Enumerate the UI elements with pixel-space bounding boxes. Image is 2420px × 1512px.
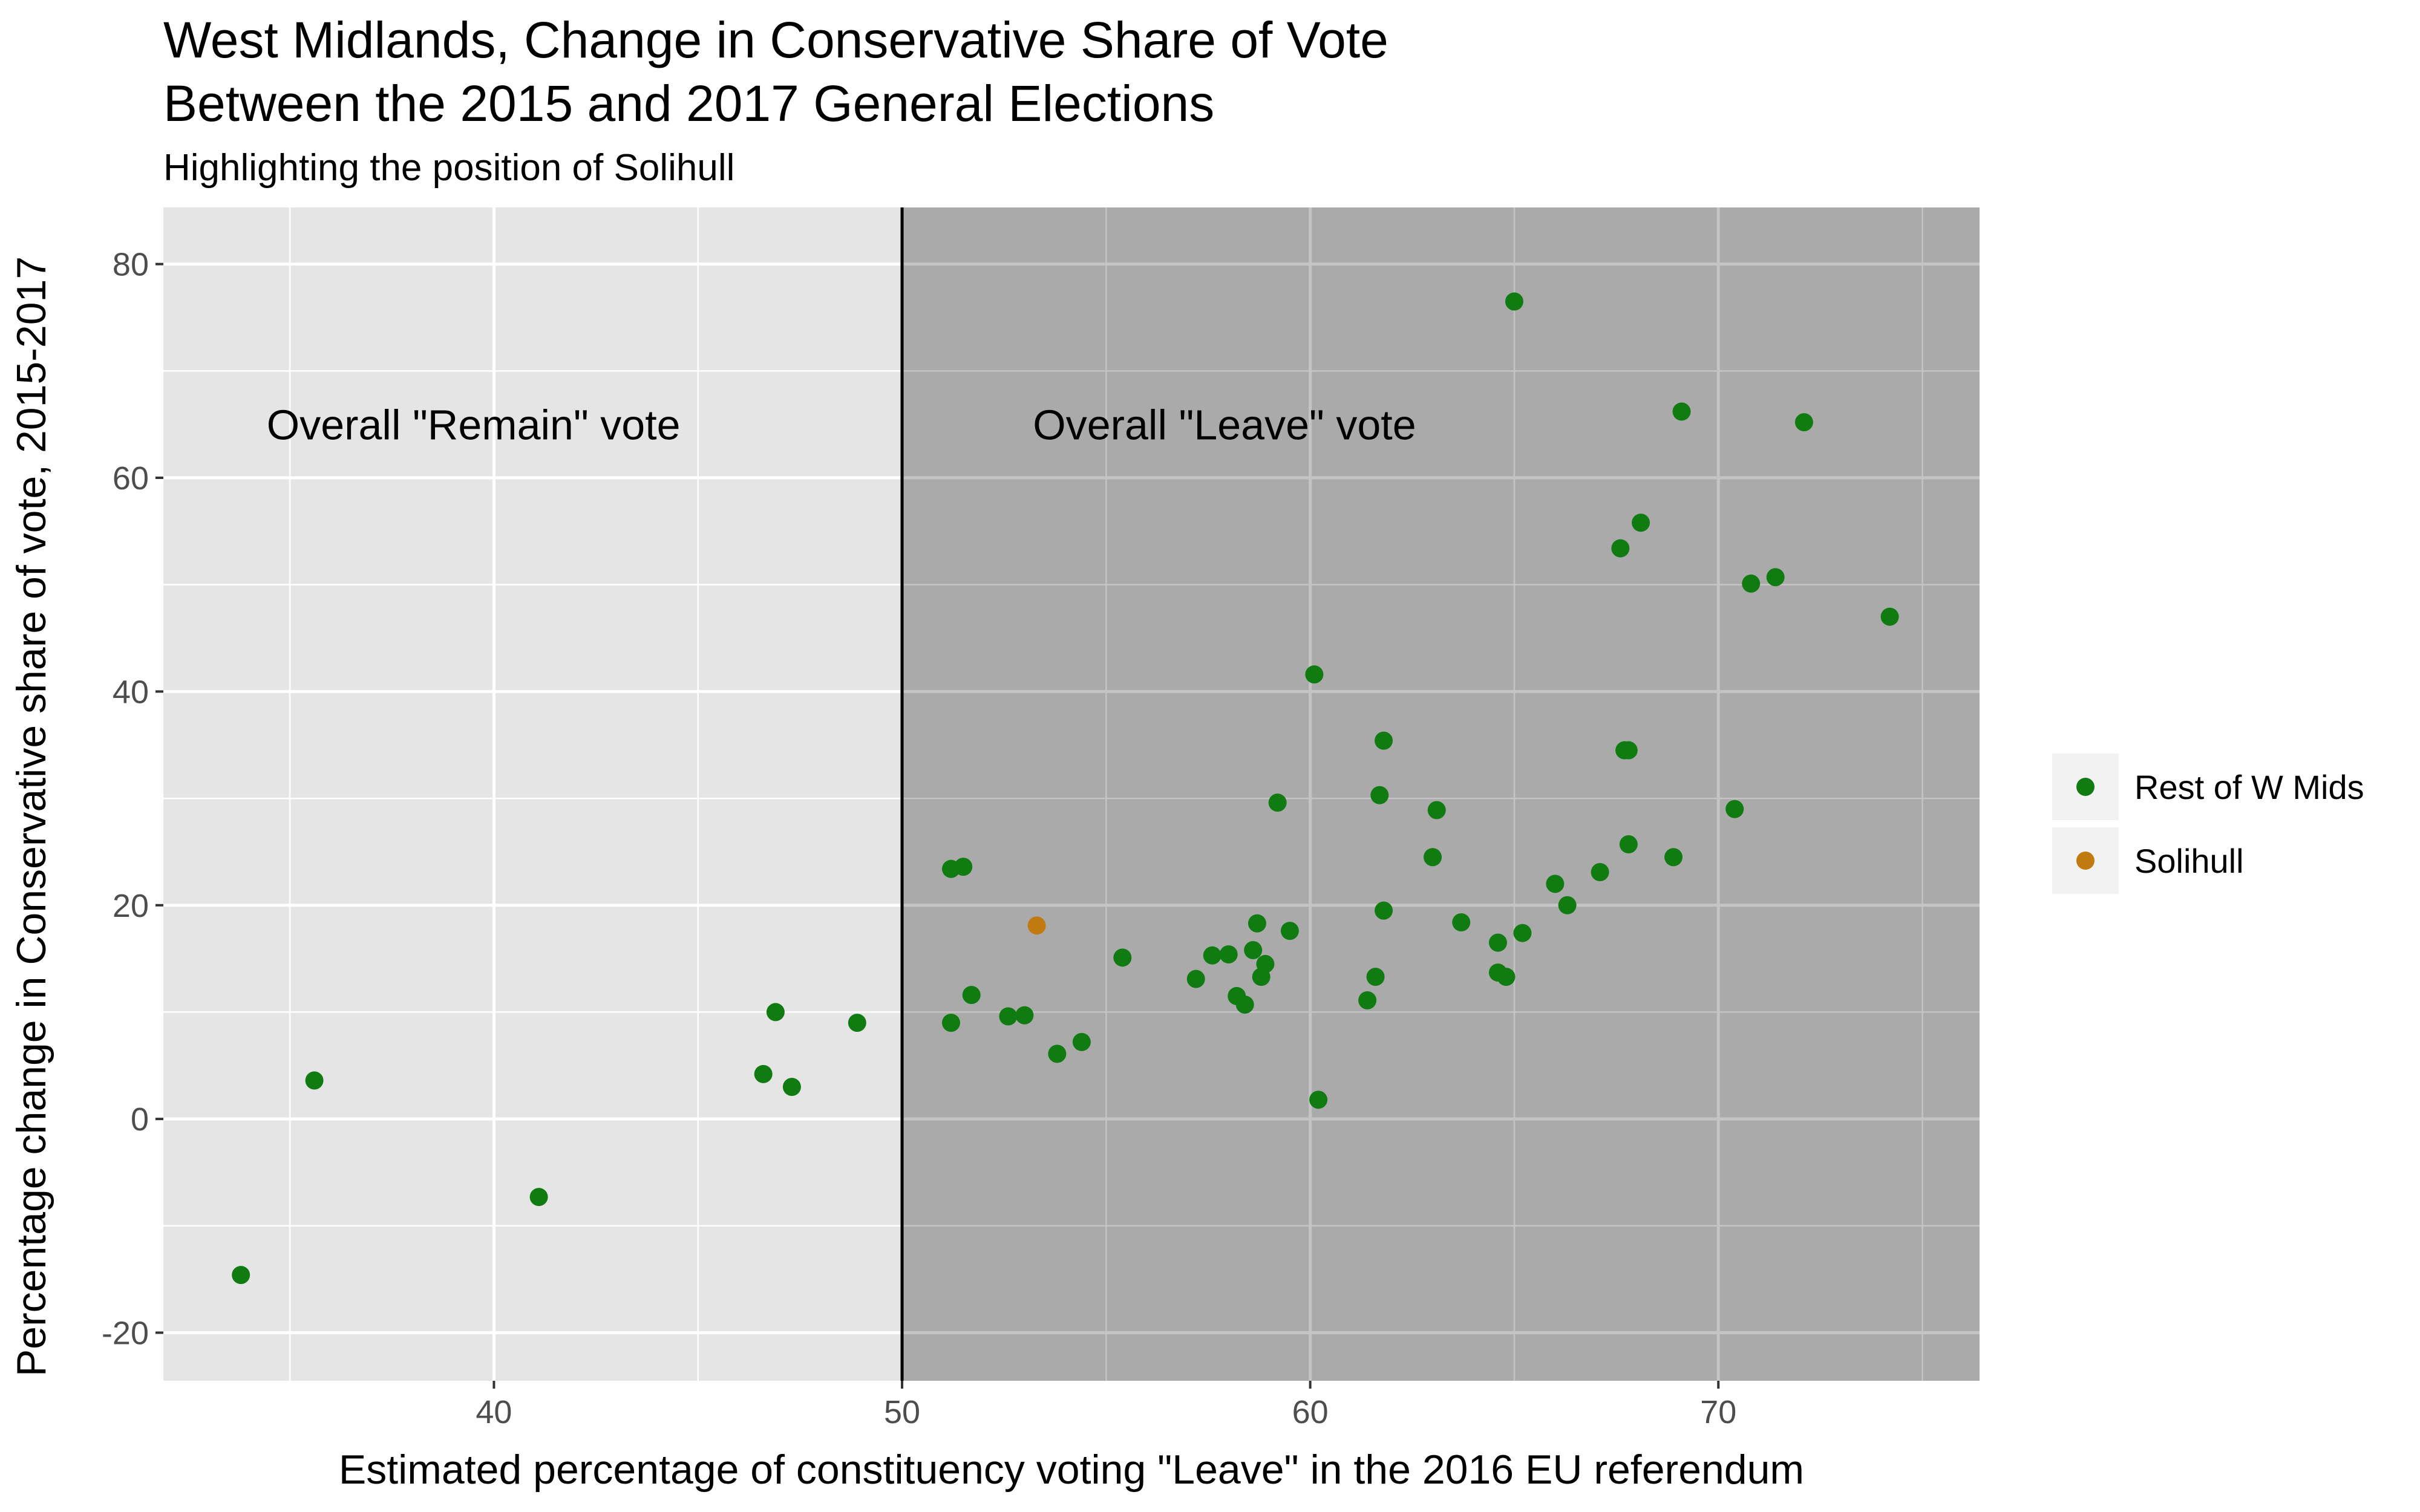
x-tick-label: 60 [1292, 1394, 1329, 1430]
legend-key [2076, 778, 2095, 796]
data-point [1505, 292, 1523, 311]
y-tick-label: 80 [113, 247, 149, 283]
x-axis-title: Estimated percentage of constituency vot… [339, 1447, 1804, 1493]
y-tick-label: 0 [131, 1101, 149, 1138]
data-point [754, 1064, 773, 1083]
data-point [1219, 945, 1238, 964]
data-point [1488, 933, 1507, 952]
chart-title-line-1: West Midlands, Change in Conservative Sh… [163, 11, 1388, 68]
data-point [1664, 848, 1683, 867]
data-point [1072, 1032, 1091, 1051]
data-point [1611, 539, 1630, 558]
region-label-1: Overall "Leave" vote [1033, 402, 1416, 449]
data-point [1427, 801, 1446, 820]
data-point [1619, 741, 1638, 760]
y-tick-label: -20 [102, 1315, 149, 1351]
axis-ticks: 40 50 60 70 -20 0 20 40 60 80 [102, 247, 1736, 1430]
data-point [1497, 968, 1516, 986]
data-point [1358, 991, 1377, 1010]
x-tick-label: 70 [1700, 1394, 1736, 1430]
legend-label: Solihull [2134, 842, 2244, 880]
y-axis-title: Percentage change in Conservative share … [8, 256, 54, 1377]
data-point [1766, 568, 1785, 587]
data-point [1591, 862, 1609, 881]
legend: Rest of W Mids Solihull [2052, 754, 2364, 894]
data-point [1305, 665, 1324, 684]
data-point [1366, 968, 1385, 986]
data-point [1370, 786, 1389, 804]
x-tick-label: 40 [476, 1394, 512, 1430]
data-point [1672, 402, 1691, 421]
data-point [1256, 954, 1275, 973]
data-point [1880, 607, 1899, 626]
data-point [848, 1014, 866, 1032]
data-point [782, 1078, 801, 1097]
data-point [1280, 922, 1299, 940]
data-point [1113, 948, 1132, 967]
data-point [941, 1014, 960, 1032]
data-point [1513, 924, 1532, 942]
data-points [232, 292, 1899, 1285]
data-point [1203, 946, 1221, 965]
y-tick-label: 60 [113, 460, 149, 497]
data-point [1235, 996, 1254, 1014]
data-point [1027, 916, 1046, 935]
data-point [1725, 800, 1744, 818]
data-point [1248, 914, 1266, 933]
data-point [1742, 574, 1761, 593]
data-point [1309, 1090, 1328, 1109]
data-point [232, 1266, 250, 1285]
data-point [954, 858, 973, 876]
data-point [305, 1071, 324, 1090]
data-point [1048, 1044, 1067, 1063]
data-point [1794, 413, 1813, 432]
region-label-0: Overall "Remain" vote [267, 402, 681, 449]
data-point [1375, 731, 1393, 750]
data-point [1546, 875, 1565, 893]
data-point [1186, 969, 1205, 988]
chart-title-line-2: Between the 2015 and 2017 General Electi… [163, 75, 1214, 132]
data-point [1244, 940, 1263, 959]
data-point [1375, 901, 1393, 920]
data-point [1015, 1006, 1034, 1025]
legend-key [2076, 852, 2095, 870]
plot-panel: Overall "Remain" vote Overall "Leave" vot… [163, 207, 1980, 1381]
x-tick-label: 50 [884, 1394, 920, 1430]
region-0 [163, 207, 903, 1381]
data-point [1452, 913, 1471, 932]
legend-label: Rest of W Mids [2134, 768, 2364, 806]
data-point [1619, 835, 1638, 854]
chart-subtitle: Highlighting the position of Solihull [163, 147, 734, 189]
data-point [766, 1003, 785, 1022]
data-point [999, 1007, 1018, 1026]
data-point [1632, 513, 1650, 532]
data-point [529, 1188, 548, 1207]
data-point [1558, 896, 1577, 914]
data-point [1268, 793, 1287, 812]
y-tick-label: 40 [113, 674, 149, 710]
region-1 [902, 207, 1980, 1381]
data-point [962, 986, 981, 1005]
data-point [1424, 848, 1442, 867]
y-tick-label: 20 [113, 888, 149, 924]
